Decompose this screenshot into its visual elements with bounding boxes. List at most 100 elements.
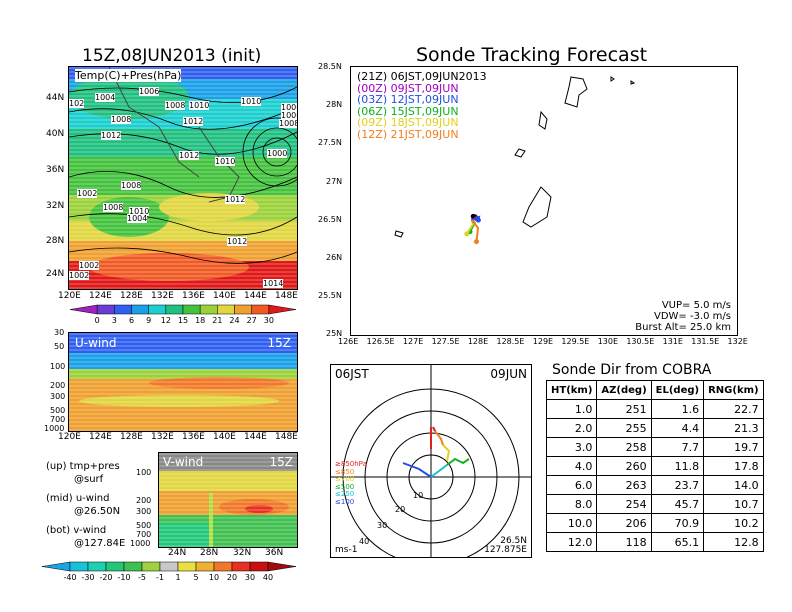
table-row: 1.0 251 1.6 22.7: [545, 399, 764, 419]
pressure-label: 1012: [183, 117, 204, 126]
map-lat-tick: 40N: [46, 129, 65, 139]
legend-entry: (21Z) 06JST,09JUN2013: [357, 70, 487, 83]
colorbar-tick: 10: [209, 573, 219, 582]
polar-loc-lon: 127.875E: [484, 545, 527, 555]
param-line: VUP= 5.0 m/s: [661, 300, 731, 311]
map-lon-tick: 140E: [213, 291, 236, 301]
ring-label: 20: [395, 505, 406, 514]
pressure-label: 102: [69, 99, 85, 108]
vwind-x-tick: 36N: [265, 548, 284, 558]
table-cell: 251: [596, 399, 652, 419]
table-cell: 1.6: [650, 399, 705, 419]
colorbar-tick: 12: [161, 316, 171, 325]
table-cell: 17.8: [703, 456, 764, 476]
table-title: Sonde Dir from COBRA: [552, 362, 712, 378]
colorbar-tick: 30: [264, 316, 274, 325]
note-line: @26.50N: [74, 506, 121, 517]
table-cell: 70.9: [650, 513, 705, 533]
track-lon-tick: 128.5E: [496, 337, 525, 346]
colorbar-swatch: [141, 561, 161, 572]
map-lat-tick: 44N: [46, 93, 65, 103]
polar-date: 09JUN: [490, 367, 527, 381]
note-line: (bot) v-wind: [46, 525, 107, 536]
colorbar-swatch: [159, 561, 179, 572]
table-cell: 255: [596, 418, 652, 438]
pressure-label: 1008: [279, 119, 298, 128]
legend-entry: (12Z) 21JST,09JUN: [357, 127, 459, 141]
track-lon-tick: 132E: [727, 337, 748, 346]
track-lon-ticks: 126E 126.5E 127E 127.5E 128E 128.5E 129E…: [338, 337, 748, 346]
sonde-direction-table: HT(km) AZ(deg) EL(deg) RNG(km) 1.0 251 1.6…: [545, 380, 764, 552]
colorbar-tick: 27: [247, 316, 257, 325]
track-lon-tick: 131E: [662, 337, 683, 346]
tracking-legend: (21Z) 06JST,09JUN2013 (00Z) 09JST,09JUN …: [357, 71, 487, 140]
table-cell: 65.1: [650, 532, 705, 552]
table-cell: 8.0: [545, 494, 598, 514]
pressure-label: 1012: [227, 237, 248, 246]
pressure-label: 1008: [165, 101, 186, 110]
colorbar-swatch: [69, 304, 98, 315]
pressure-label: 1002: [77, 189, 98, 198]
colorbar-swatch: [251, 304, 270, 315]
colorbar-swatch: [267, 561, 297, 572]
track-lon-tick: 127E: [402, 337, 424, 346]
table-cell: 22.7: [703, 399, 764, 419]
table-cell: 4.0: [545, 456, 598, 476]
colorbar-swatch: [165, 304, 184, 315]
temperature-map: Temp(C)+Pres(hPa) 1004 1006 1008 1010 10…: [68, 66, 298, 290]
column-header: EL(deg): [650, 380, 705, 400]
track-lon-tick: 129E: [532, 337, 554, 346]
vwind-x-tick: 24N: [168, 548, 187, 558]
pressure-label: 1004: [127, 214, 148, 223]
colorbar-swatch: [69, 561, 89, 572]
track-lon-tick: 128E: [467, 337, 489, 346]
track-endpoint: [475, 217, 481, 223]
vwind-x-tick: 28N: [200, 548, 219, 558]
colorbar-swatch: [87, 561, 107, 572]
vwind-y-tick: 1000: [130, 539, 151, 548]
uwind-y-tick: 500: [50, 406, 66, 415]
table-cell: 45.7: [650, 494, 705, 514]
uwind-y-tick: 100: [50, 362, 66, 371]
table-cell: 10.0: [545, 513, 598, 533]
table-row: 4.0 260 11.8 17.8: [545, 456, 764, 476]
pressure-label: 1010: [189, 101, 210, 110]
colorbar-tick: -40: [63, 573, 76, 582]
polar-time: 06JST: [335, 367, 369, 381]
track-lon-tick: 129.5E: [561, 337, 590, 346]
pressure-label: 1002: [79, 261, 100, 270]
pressure-label: 1006: [281, 103, 297, 112]
pressure-label: 1012: [101, 131, 122, 140]
vwind-y-tick: 700: [136, 530, 152, 539]
table-cell: 6.0: [545, 475, 598, 495]
pressure-label: 1012: [225, 195, 246, 204]
map-title: 15Z,08JUN2013 (init): [82, 46, 262, 66]
table-cell: 12.0: [545, 532, 598, 552]
notes: (up) tmp+pres @surf (mid) u-wind @26.50N…: [46, 460, 125, 550]
track-lat-tick: 27N: [326, 177, 343, 186]
colorbar-tick: 18: [195, 316, 205, 325]
legend-entry: (06Z) 15JST,09JUN: [357, 104, 459, 118]
param-line: Burst Alt= 25.0 km: [635, 322, 731, 333]
uwind-svg: [69, 333, 297, 431]
colorbar-tick: -1: [156, 573, 164, 582]
colorbar-swatch: [105, 561, 125, 572]
table-cell: 1.0: [545, 399, 598, 419]
column-header: AZ(deg): [596, 380, 652, 400]
legend-entry: (09Z) 18JST,09JUN: [357, 116, 459, 129]
table-cell: 19.7: [703, 437, 764, 457]
colorbar-swatch: [177, 561, 197, 572]
colorbar-tick: 24: [229, 316, 239, 325]
note-line: (up) tmp+pres: [46, 461, 120, 472]
map-lat-tick: 36N: [46, 165, 65, 175]
table-cell: 118: [596, 532, 652, 552]
map-lat-tick: 28N: [46, 236, 65, 246]
colorbar-swatch: [199, 304, 218, 315]
pressure-legend-entry: ≤850: [335, 467, 355, 476]
pressure-label: 1000: [267, 149, 288, 158]
colorbar-swatch: [268, 304, 297, 315]
colorbar-tick: 0: [95, 316, 100, 325]
colorbar-tick: -5: [138, 573, 146, 582]
uwind-lon-tick: 120E: [58, 432, 81, 442]
table-cell: 7.7: [650, 437, 705, 457]
